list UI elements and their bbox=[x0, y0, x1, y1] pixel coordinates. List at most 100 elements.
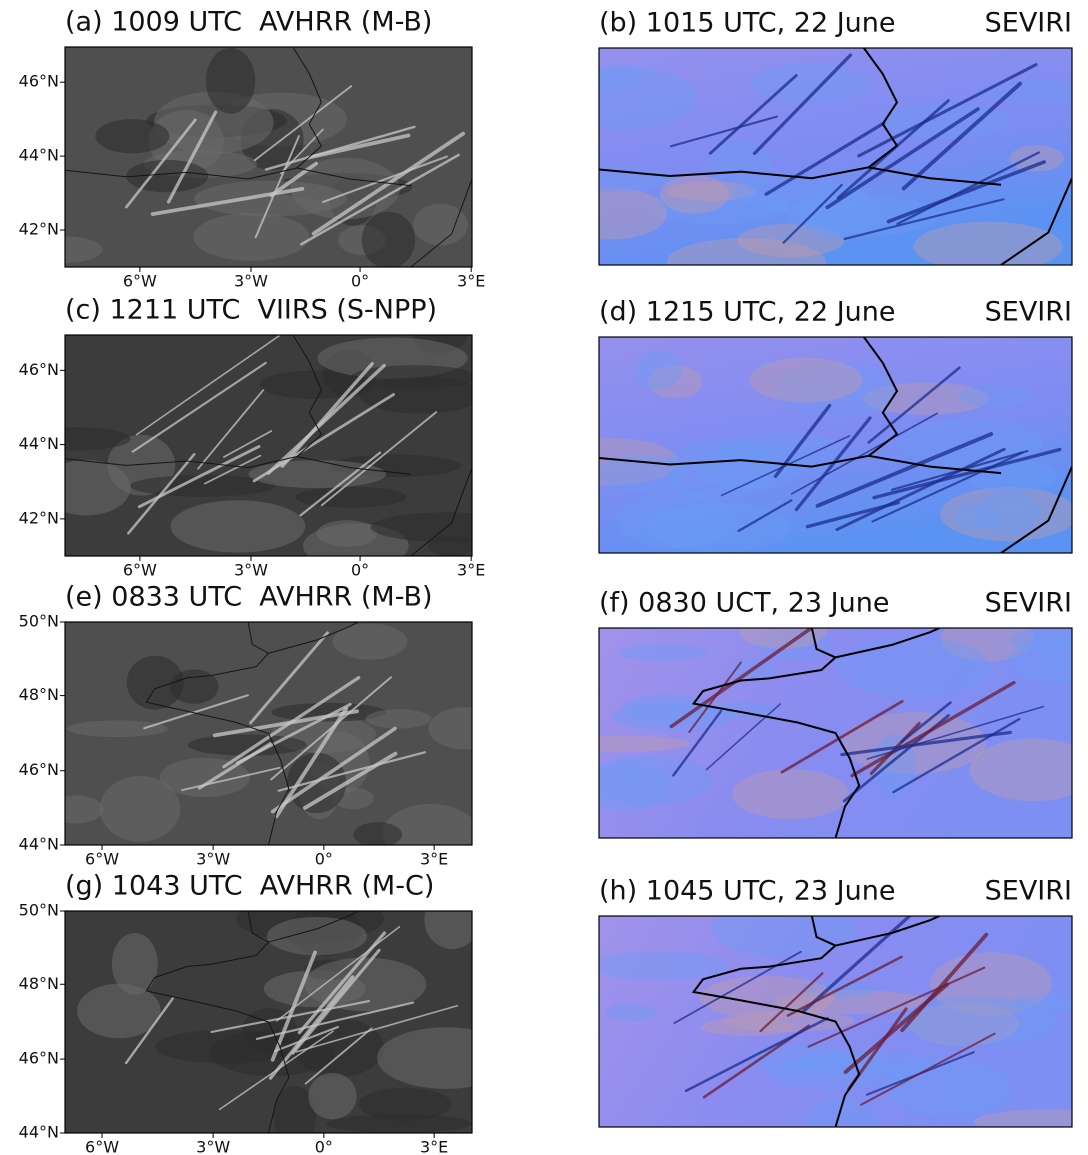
cloud-patch bbox=[635, 350, 682, 391]
cloud-patch bbox=[599, 66, 642, 89]
contrail bbox=[264, 125, 416, 171]
contrail bbox=[280, 361, 374, 468]
cloud-patch bbox=[332, 623, 408, 660]
panel-title: (g) 1043 UTC AVHRR (M-C) bbox=[65, 871, 434, 902]
contrail bbox=[860, 1032, 996, 1106]
map-panel: (e) 0833 UTC AVHRR (M-B) 50°N 48°N 46°N 44°N… bbox=[19, 582, 473, 869]
contrail bbox=[684, 1017, 829, 1093]
y-tick-label: 46°N bbox=[19, 360, 59, 379]
cloud-patch bbox=[773, 362, 898, 418]
cloud-patch bbox=[716, 432, 847, 475]
contrail bbox=[672, 709, 723, 777]
panel-instrument: SEVIRI bbox=[985, 297, 1072, 328]
cloud-patch bbox=[382, 803, 472, 845]
cloud-patch bbox=[326, 1114, 472, 1133]
x-tick-label: 3°W bbox=[196, 1138, 230, 1155]
map-panel: (c) 1211 UTC VIIRS (S-NPP) 46°N 44°N 42°N 6°… bbox=[19, 295, 486, 580]
cloud-patch bbox=[618, 643, 708, 662]
coastline bbox=[599, 337, 899, 468]
cloud-patch bbox=[599, 65, 697, 131]
cloud-patch bbox=[361, 211, 416, 267]
panel-frame bbox=[598, 915, 1073, 1128]
cloud-patch bbox=[599, 760, 668, 812]
cloud-patch bbox=[732, 769, 850, 820]
satellite-image bbox=[65, 622, 472, 845]
y-tick-label: 46°N bbox=[19, 760, 59, 779]
cloud-patch bbox=[694, 442, 804, 491]
cloud-patch bbox=[599, 755, 712, 806]
cloud-patch bbox=[308, 1072, 357, 1120]
cloud-patch bbox=[599, 166, 681, 193]
cloud-patch bbox=[99, 775, 181, 842]
x-tick-label: 0° bbox=[351, 272, 369, 291]
cloud-patch bbox=[266, 916, 368, 956]
y-tick-label: 44°N bbox=[19, 835, 59, 854]
panel-frame bbox=[64, 621, 473, 846]
contrail bbox=[896, 151, 1040, 226]
coastline bbox=[296, 456, 412, 475]
x-tick-label: 3°E bbox=[420, 850, 448, 869]
x-tick-label: 0° bbox=[351, 561, 369, 580]
cloud-patch bbox=[1009, 628, 1072, 653]
coastline bbox=[1000, 466, 1072, 553]
cloud-patch bbox=[1009, 145, 1065, 172]
contrail bbox=[269, 161, 318, 198]
contrail bbox=[843, 198, 1005, 240]
cloud-patch bbox=[126, 655, 184, 710]
contrail bbox=[127, 453, 196, 535]
x-tick-label: 6°W bbox=[123, 272, 157, 291]
x-tick-label: 6°W bbox=[123, 561, 157, 580]
contrail bbox=[867, 366, 961, 444]
contrail bbox=[901, 81, 1023, 191]
contrail bbox=[197, 389, 265, 470]
contrail bbox=[782, 183, 843, 244]
contrail bbox=[222, 676, 361, 769]
cloud-patch bbox=[187, 734, 307, 756]
contrail bbox=[892, 717, 1021, 794]
contrail bbox=[794, 416, 872, 512]
cloud-patch bbox=[273, 1085, 316, 1133]
cloud-patch bbox=[930, 952, 1052, 1016]
y-tick-label: 50°N bbox=[19, 612, 59, 631]
panel-frame bbox=[64, 46, 473, 268]
contrail bbox=[790, 412, 938, 495]
cloud-patch bbox=[913, 221, 1063, 265]
cloud-patch bbox=[424, 911, 472, 950]
map-panel: (a) 1009 UTC AVHRR (M-B) 46°N 44°N 42°N 6°W 3… bbox=[19, 7, 486, 291]
coastline bbox=[268, 622, 359, 654]
contrail bbox=[300, 153, 460, 246]
y-tick-label: 44°N bbox=[19, 146, 59, 165]
cloud-patch bbox=[643, 187, 790, 224]
contrail bbox=[302, 751, 398, 810]
contrail bbox=[857, 63, 1038, 158]
contrail bbox=[249, 631, 329, 725]
contrail bbox=[669, 115, 778, 148]
cloud-patch bbox=[599, 951, 728, 981]
cloud-patch bbox=[210, 1030, 335, 1076]
y-tick-label: 46°N bbox=[19, 72, 59, 91]
image-background bbox=[599, 337, 1072, 553]
panel-frame bbox=[64, 334, 473, 557]
contrail bbox=[131, 361, 267, 453]
contrail bbox=[203, 454, 262, 485]
panel-title: (b) 1015 UTC, 22 June bbox=[599, 8, 896, 39]
x-tick-label: 3°E bbox=[420, 1138, 448, 1155]
x-tick-label: 3°W bbox=[234, 561, 268, 580]
cloud-patch bbox=[370, 512, 472, 543]
contrail bbox=[270, 950, 317, 1062]
contrail bbox=[295, 1004, 459, 1053]
panel-frame bbox=[598, 336, 1073, 554]
contrail bbox=[277, 751, 426, 792]
coastline bbox=[296, 167, 412, 187]
contrail bbox=[212, 709, 359, 738]
cloud-patch bbox=[194, 180, 347, 217]
cloud-patch bbox=[940, 628, 1034, 662]
contrail bbox=[801, 916, 913, 1013]
x-tick-label: 6°W bbox=[85, 850, 119, 869]
contrail bbox=[807, 966, 986, 1048]
cloud-patch bbox=[65, 236, 103, 263]
cloud-patch bbox=[974, 79, 1072, 103]
y-tick-label: 50°N bbox=[19, 901, 59, 920]
coastline bbox=[145, 911, 290, 1133]
y-tick-label: 44°N bbox=[19, 1123, 59, 1142]
